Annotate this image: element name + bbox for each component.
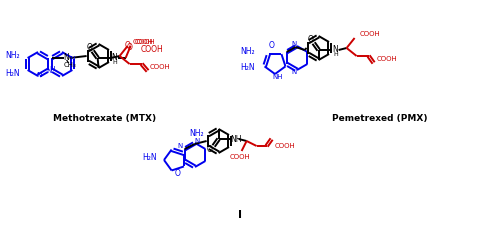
Text: N: N xyxy=(36,72,42,78)
Text: H₂N: H₂N xyxy=(240,63,255,73)
Text: O: O xyxy=(126,44,132,52)
Text: COOH: COOH xyxy=(132,39,154,45)
Text: H₂N: H₂N xyxy=(6,68,20,77)
Text: COOH: COOH xyxy=(229,154,250,160)
Text: O: O xyxy=(206,145,212,155)
Text: N: N xyxy=(46,68,52,74)
Text: N: N xyxy=(64,54,70,63)
Text: NH₂: NH₂ xyxy=(240,46,255,55)
Text: NH: NH xyxy=(230,134,241,144)
Text: N: N xyxy=(112,54,117,63)
Text: N: N xyxy=(70,56,75,62)
Text: COOH: COOH xyxy=(360,31,380,37)
Text: I: I xyxy=(238,210,242,220)
Text: COOH: COOH xyxy=(134,39,156,45)
Text: O: O xyxy=(124,41,130,49)
Text: N: N xyxy=(49,66,54,72)
Text: O: O xyxy=(269,41,275,49)
Text: COOH: COOH xyxy=(140,46,164,55)
Text: H₂N: H₂N xyxy=(142,153,157,163)
Text: N: N xyxy=(194,138,200,144)
Text: COOH: COOH xyxy=(274,143,295,149)
Text: N: N xyxy=(292,41,296,47)
Text: CH₃: CH₃ xyxy=(63,62,76,68)
Text: COOH: COOH xyxy=(376,56,398,62)
Text: N: N xyxy=(332,46,338,55)
Text: Methotrexate (MTX): Methotrexate (MTX) xyxy=(54,114,156,123)
Text: O: O xyxy=(308,35,314,44)
Text: O: O xyxy=(175,169,181,178)
Text: COOH: COOH xyxy=(150,64,171,70)
Text: H: H xyxy=(333,52,338,57)
Text: O: O xyxy=(86,43,92,52)
Text: NH₂: NH₂ xyxy=(6,51,20,60)
Text: N: N xyxy=(292,69,296,75)
Text: H: H xyxy=(112,60,117,65)
Text: NH₂: NH₂ xyxy=(190,128,204,137)
Text: NH: NH xyxy=(273,74,283,80)
Text: Pemetrexed (PMX): Pemetrexed (PMX) xyxy=(332,114,428,123)
Text: N: N xyxy=(178,143,182,149)
